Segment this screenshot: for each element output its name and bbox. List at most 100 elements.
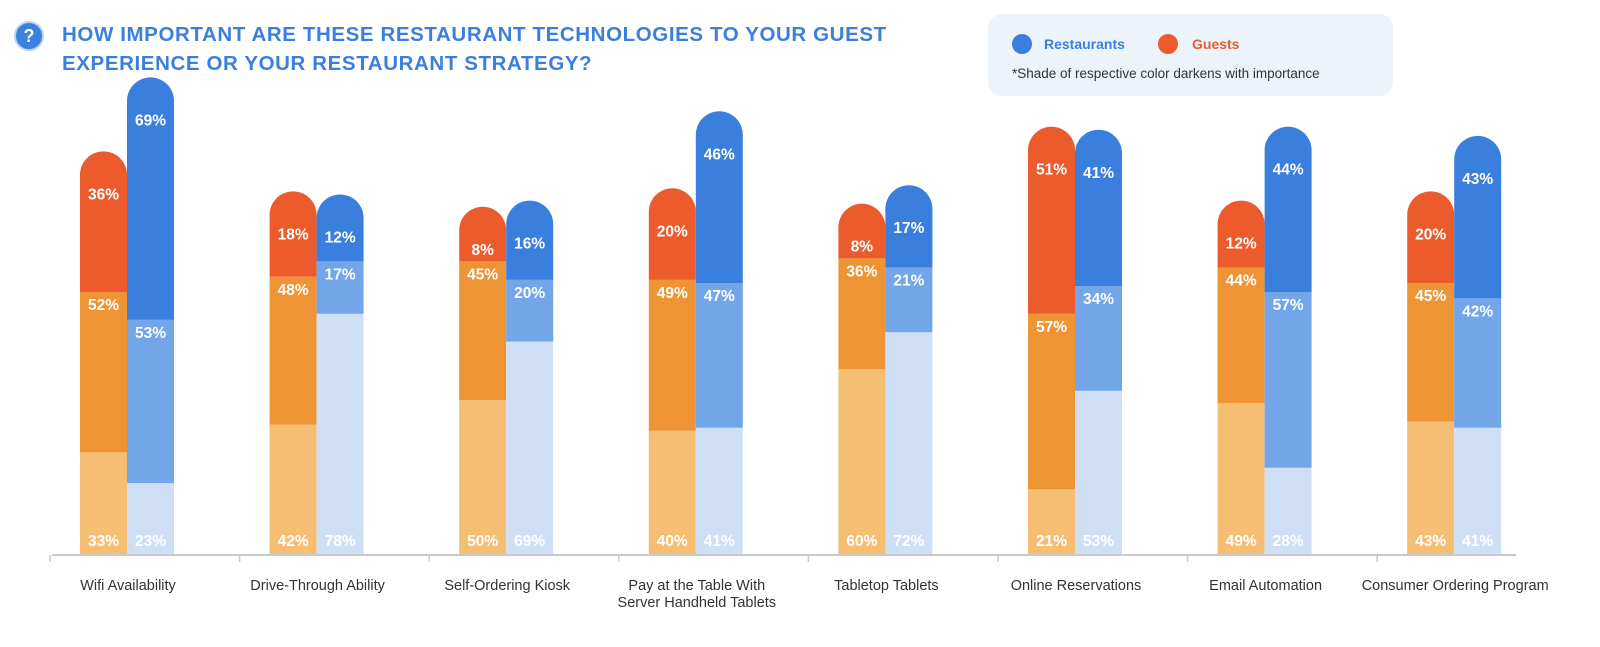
data-label: 69% xyxy=(135,112,166,129)
data-label: 36% xyxy=(846,263,877,280)
data-label: 44% xyxy=(1226,273,1257,290)
guests-bar-segment xyxy=(648,430,696,554)
guests-bar-segment xyxy=(1028,126,1075,314)
restaurants-bar-segment xyxy=(506,341,554,554)
legend: Restaurants Guests *Shade of respective … xyxy=(988,14,1393,96)
restaurants-bar-segment xyxy=(695,427,743,554)
restaurants-legend-dot-icon xyxy=(1012,34,1032,54)
data-label: 44% xyxy=(1273,162,1304,179)
guests-bar-segment xyxy=(269,424,317,554)
restaurants-bar-segment xyxy=(127,483,174,554)
guests-bar-segment xyxy=(1028,489,1075,554)
data-label: 51% xyxy=(1036,162,1067,179)
guests-bar-segment xyxy=(838,203,886,259)
restaurants-bar-segment xyxy=(1264,126,1312,293)
restaurants-bar-segment xyxy=(885,185,933,268)
category-label: Self-Ordering Kiosk xyxy=(444,578,570,594)
guests-bar-segment xyxy=(1217,200,1265,268)
category-label: Tabletop Tablets xyxy=(834,578,939,594)
data-label: 20% xyxy=(657,223,688,240)
data-label: 47% xyxy=(704,288,735,305)
guests-bar-segment xyxy=(1028,313,1075,490)
category-label: Drive-Through Ability xyxy=(250,578,385,594)
guests-bar-segment xyxy=(459,261,507,400)
restaurants-bar-segment xyxy=(695,282,743,428)
category-label: Server Handheld Tablets xyxy=(618,595,777,611)
data-label: 78% xyxy=(325,533,356,550)
guests-bar-segment xyxy=(648,188,696,280)
data-label: 34% xyxy=(1083,291,1114,308)
guests-bar-segment xyxy=(1407,191,1455,283)
data-label: 23% xyxy=(135,533,166,550)
data-label: 20% xyxy=(514,285,545,302)
data-label: 43% xyxy=(1415,533,1446,550)
category-label: Email Automation xyxy=(1209,578,1322,594)
data-label: 21% xyxy=(1036,533,1067,550)
restaurants-bar-segment xyxy=(506,279,554,342)
guests-bar-segment xyxy=(80,151,127,293)
guests-bar-segment xyxy=(1407,421,1455,554)
data-label: 20% xyxy=(1415,226,1446,243)
restaurants-bar-segment xyxy=(885,267,933,333)
data-label: 48% xyxy=(278,282,309,299)
restaurants-bar-segment xyxy=(1075,286,1122,391)
guests-bar-segment xyxy=(1407,282,1455,422)
data-label: 33% xyxy=(88,533,119,550)
data-label: 45% xyxy=(467,266,498,283)
category-label: Consumer Ordering Program xyxy=(1362,578,1549,594)
restaurants-bar-segment xyxy=(1264,292,1312,468)
data-label: 8% xyxy=(851,239,874,256)
restaurants-bar-segment xyxy=(127,319,174,484)
data-label: 69% xyxy=(514,533,545,550)
legend-restaurants-label: Restaurants xyxy=(1044,36,1125,52)
data-label: 12% xyxy=(325,229,356,246)
data-label: 41% xyxy=(1462,533,1493,550)
category-label: Pay at the Table With xyxy=(628,578,765,594)
guests-bar-segment xyxy=(269,276,317,425)
legend-note: *Shade of respective color darkens with … xyxy=(1012,66,1320,81)
data-label: 72% xyxy=(893,533,924,550)
restaurants-bar-segment xyxy=(316,313,364,554)
data-label: 46% xyxy=(704,146,735,163)
data-label: 41% xyxy=(704,533,735,550)
guests-bar-segment xyxy=(459,206,507,262)
restaurants-bar-segment xyxy=(695,111,743,283)
data-label: 42% xyxy=(278,533,309,550)
chart-title: HOW IMPORTANT ARE THESE RESTAURANT TECHN… xyxy=(62,23,887,75)
guests-legend-dot-icon xyxy=(1158,34,1178,54)
guests-bar-segment xyxy=(1217,403,1265,554)
restaurants-bar-segment xyxy=(1075,390,1122,554)
guests-bar-segment xyxy=(838,258,886,370)
data-label: 43% xyxy=(1462,171,1493,188)
restaurants-bar-segment xyxy=(1264,467,1312,554)
data-label: 50% xyxy=(467,533,498,550)
data-label: 8% xyxy=(471,242,494,259)
category-label: Online Reservations xyxy=(1011,578,1142,594)
guests-bar-segment xyxy=(648,279,696,431)
guests-bar-segment xyxy=(80,292,127,453)
guests-bar-segment xyxy=(838,369,886,554)
data-label: 16% xyxy=(514,236,545,253)
data-label: 28% xyxy=(1273,533,1304,550)
data-label: 49% xyxy=(1226,533,1257,550)
data-label: 36% xyxy=(88,186,119,203)
restaurants-bar-segment xyxy=(1454,135,1502,299)
restaurants-bar-segment xyxy=(506,200,554,280)
data-label: 17% xyxy=(893,220,924,237)
legend-guests-label: Guests xyxy=(1192,36,1240,52)
data-label: 21% xyxy=(893,273,924,290)
data-label: 52% xyxy=(88,297,119,314)
data-label: 57% xyxy=(1273,297,1304,314)
data-label: 53% xyxy=(135,325,166,342)
guests-bar-segment xyxy=(269,191,317,277)
data-label: 60% xyxy=(846,533,877,550)
guests-bar-segment xyxy=(1217,267,1265,404)
data-label: 53% xyxy=(1083,533,1114,550)
guests-bar-segment xyxy=(459,400,507,554)
data-label: 41% xyxy=(1083,165,1114,182)
restaurants-bar-segment xyxy=(316,261,364,314)
help-icon[interactable]: ? xyxy=(14,21,44,51)
data-label: 40% xyxy=(657,533,688,550)
data-label: 57% xyxy=(1036,319,1067,336)
